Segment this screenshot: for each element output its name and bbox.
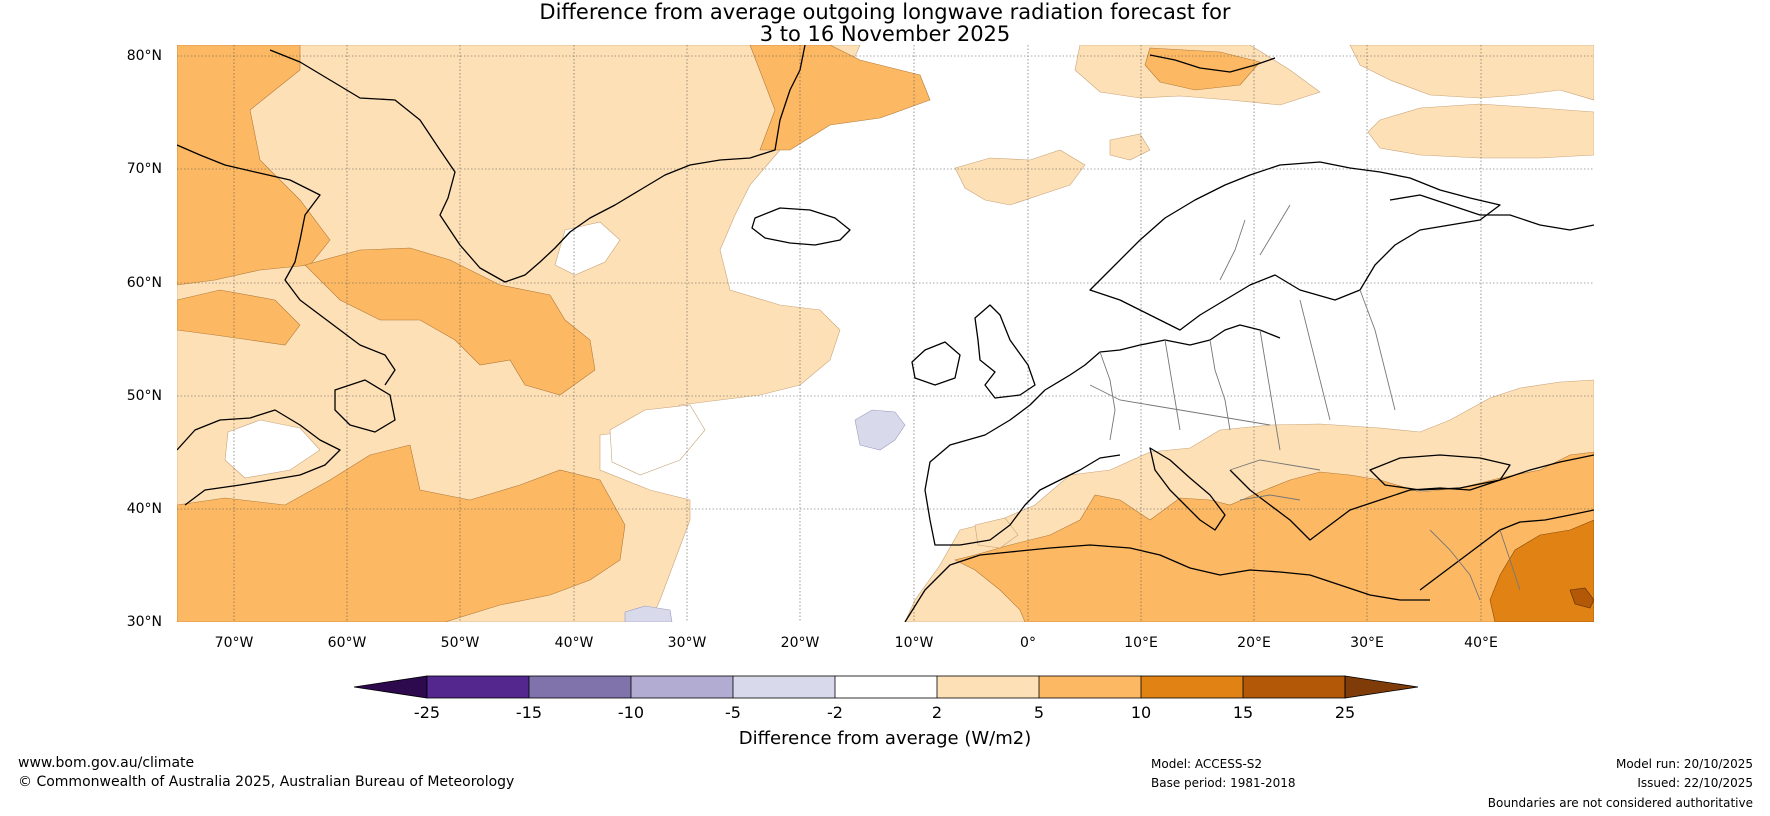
black-sea-coastline: [1369, 454, 1511, 491]
scandinavia-coastline: [1089, 161, 1501, 331]
moderate-positive-region-irminger: [304, 247, 596, 396]
lon-label-40e: 40°E: [1464, 635, 1498, 651]
lat-label-50n: 50°N: [126, 388, 162, 404]
neutral-pocket-newfoundland: [224, 419, 321, 479]
lon-label-20w: 20°W: [780, 635, 820, 651]
colorbar-bin-2-5: [937, 676, 1039, 698]
great-britain-coastline: [974, 304, 1036, 399]
colorbar-bin-minus5-minus2: [733, 676, 835, 698]
strong-positive-region-mesopotamia: [1489, 519, 1594, 622]
lon-label-60w: 60°W: [327, 635, 367, 651]
moderate-positive-region-subtropical-atlantic: [177, 444, 626, 622]
moderate-positive-patch-svalbard: [1144, 47, 1261, 91]
lon-label-30w: 30°W: [667, 635, 707, 651]
iceland-coastline: [751, 207, 851, 246]
lon-label-0: 0°: [1020, 635, 1036, 651]
moderate-positive-region-denmark-strait: [749, 45, 931, 151]
colorbar-bin-minus10-minus5: [631, 676, 733, 698]
lon-label-70w: 70°W: [214, 635, 254, 651]
neutral-pocket-greenland: [554, 221, 621, 276]
labrador-coastline: [177, 409, 341, 506]
arctic-islands-coastline: [1149, 54, 1276, 73]
colorbar-bin-minus25-minus15: [427, 676, 529, 698]
copyright-text: © Commonwealth of Australia 2025, Austra…: [18, 774, 515, 790]
model-text: Model: ACCESS-S2: [1151, 757, 1263, 771]
lat-label-80n: 80°N: [126, 48, 162, 64]
lon-label-40w: 40°W: [554, 635, 594, 651]
slight-negative-patch-azores: [854, 409, 906, 451]
very-strong-positive-region-iran: [1569, 587, 1594, 609]
baffin-coastline: [177, 144, 396, 386]
colorbar-tick-label: -15: [515, 703, 543, 722]
lon-label-10e: 10°E: [1124, 635, 1158, 651]
colorbar-extend-high: [1344, 675, 1419, 699]
colorbar-bin-15-25: [1243, 676, 1345, 698]
colorbar-outline: [426, 675, 1346, 699]
colorbar-tick-label: 10: [1130, 703, 1152, 722]
light-positive-patch-iceland: [1109, 133, 1151, 161]
slight-negative-patch-south: [624, 605, 673, 622]
lon-label-50w: 50°W: [440, 635, 480, 651]
colorbar-title: Difference from average (W/m2): [738, 728, 1032, 749]
moderate-positive-region-greenland-west: [177, 45, 331, 286]
colorbar-tick-label: -10: [617, 703, 645, 722]
light-positive-patch-norwegian-sea: [954, 149, 1086, 206]
colorbar-tick-label: 15: [1232, 703, 1254, 722]
lat-label-40n: 40°N: [126, 501, 162, 517]
light-positive-patch-kara: [1349, 45, 1594, 101]
colorbar-tick-label: -2: [827, 703, 843, 722]
colorbar-bin-minus2-2: [835, 676, 937, 698]
balkans-coastline: [1229, 454, 1594, 541]
colorbar-tick-label: -25: [413, 703, 441, 722]
map-title-line-2: 3 to 16 November 2025: [759, 22, 1011, 46]
light-positive-patch-arctic-east: [1367, 103, 1594, 159]
russia-arctic-coastline: [1389, 194, 1594, 231]
north-africa-coastline: [904, 544, 1430, 622]
lat-label-70n: 70°N: [126, 161, 162, 177]
colorbar-tick-label: -5: [725, 703, 741, 722]
lat-label-60n: 60°N: [126, 275, 162, 291]
colorbar-bin-10-15: [1141, 676, 1243, 698]
lon-label-30e: 30°E: [1350, 635, 1384, 651]
map-title-line-1: Difference from average outgoing longwav…: [539, 0, 1231, 24]
colorbar-tick-label: 5: [1033, 703, 1045, 722]
italy-coastline: [1149, 447, 1226, 531]
model-run-text: Model run: 20/10/2025: [1615, 757, 1753, 771]
neutral-pocket-mid-atlantic: [609, 404, 706, 476]
country-borders: [1089, 204, 1521, 601]
colorbar: [353, 675, 1419, 699]
newfoundland-coastline: [334, 379, 396, 433]
greenland-coastline: [269, 45, 806, 283]
ireland-coastline: [911, 341, 961, 386]
colorbar-bin-minus15-minus10: [529, 676, 631, 698]
colorbar-bin-5-10: [1039, 676, 1141, 698]
issued-text: Issued: 22/10/2025: [1637, 776, 1753, 790]
iberia-coastline: [924, 389, 1121, 546]
colorbar-tick-label: 25: [1334, 703, 1356, 722]
colorbar-tick-label: 2: [931, 703, 943, 722]
lon-label-20e: 20°E: [1237, 635, 1271, 651]
disclaimer-text: Boundaries are not considered authoritat…: [1487, 796, 1753, 810]
anomaly-fill-layer: [177, 45, 1594, 622]
moderate-positive-region-labrador: [177, 289, 301, 346]
colorbar-extend-low: [353, 675, 428, 699]
lat-label-30n: 30°N: [126, 614, 162, 630]
website-link[interactable]: www.bom.gov.au/climate: [18, 755, 195, 771]
lon-label-10w: 10°W: [894, 635, 934, 651]
base-period-text: Base period: 1981-2018: [1151, 776, 1296, 790]
